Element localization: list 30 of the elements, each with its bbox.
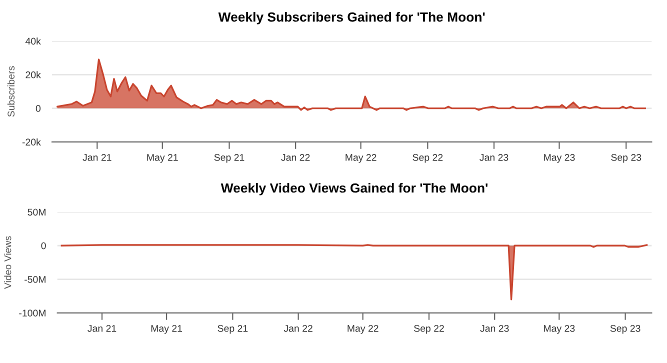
x-tick-label: May 23 — [544, 154, 575, 163]
y-tick-label: -50M — [24, 276, 46, 283]
x-tick-label: Sep 21 — [214, 154, 244, 163]
x-tick-label: Jan 22 — [281, 154, 310, 161]
y-axis-title: Subscribers — [7, 66, 15, 117]
x-tick-label: Sep 23 — [610, 324, 640, 334]
y-tick-label: 20k — [26, 71, 41, 78]
x-tick-label: Jan 21 — [82, 154, 112, 161]
y-tick-label: 50M — [28, 208, 46, 216]
x-tick-label: May 21 — [151, 324, 182, 334]
x-tick-label: Sep 21 — [218, 324, 248, 334]
x-tick-label: Jan 21 — [88, 324, 116, 332]
x-tick-label: Jan 23 — [480, 154, 508, 161]
y-tick-label: 40k — [25, 37, 41, 45]
x-tick-label: Sep 22 — [412, 154, 443, 163]
y-tick-label: 0 — [41, 242, 46, 250]
x-tick-label: Jan 23 — [480, 324, 509, 332]
chart-title: Weekly Subscribers Gained for 'The Moon' — [218, 12, 485, 24]
x-tick-label: Jan 22 — [284, 324, 312, 332]
x-tick-label: May 21 — [147, 154, 178, 163]
x-tick-label: May 22 — [346, 154, 376, 163]
y-tick-label: -20k — [22, 138, 41, 146]
x-tick-label: May 22 — [348, 324, 378, 334]
x-tick-label: Sep 22 — [414, 324, 444, 334]
chart-title: Weekly Video Views Gained for 'The Moon' — [220, 182, 488, 196]
y-tick-label: 0 — [36, 105, 41, 112]
x-tick-label: May 23 — [544, 324, 575, 334]
y-tick-label: -100M — [19, 310, 46, 317]
y-axis-title: Video Views — [4, 236, 12, 289]
x-tick-label: Sep 23 — [611, 154, 642, 163]
